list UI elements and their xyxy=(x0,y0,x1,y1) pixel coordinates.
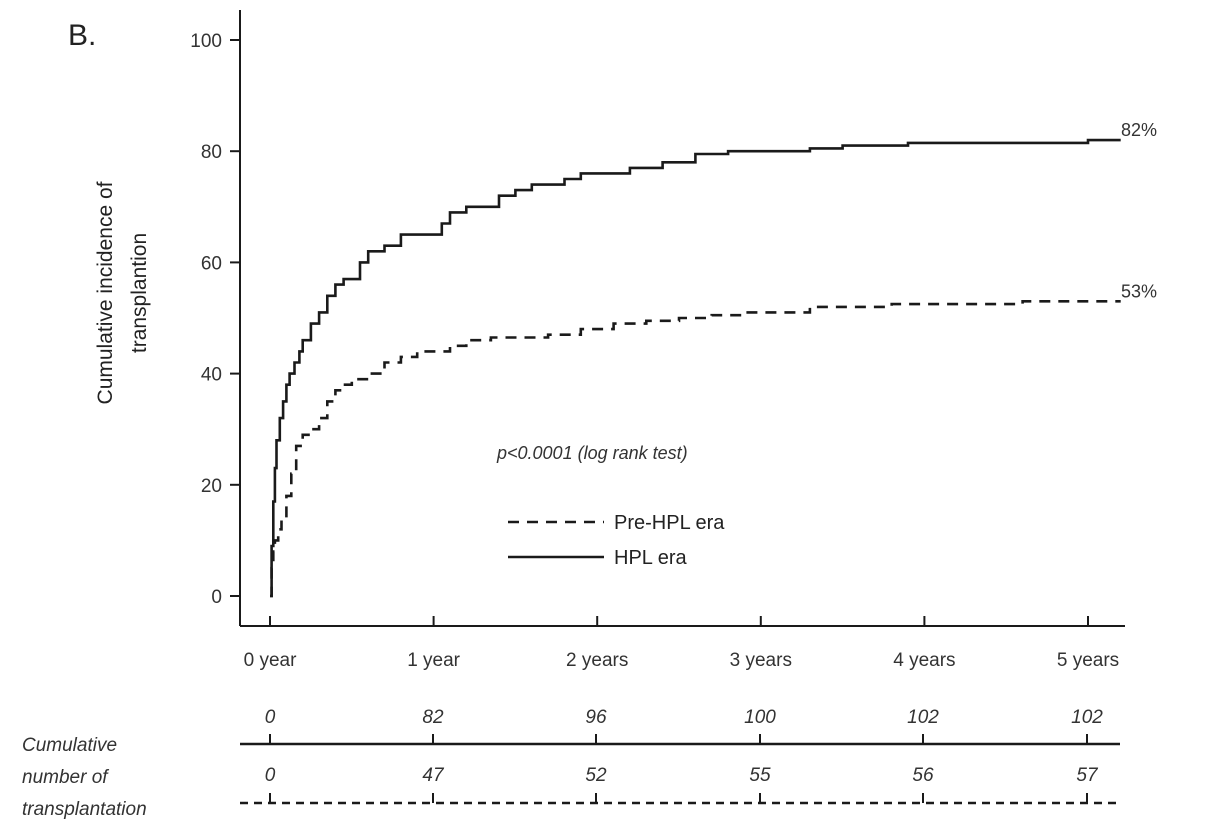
risk-table-value: 47 xyxy=(422,765,445,786)
series-end-label: 53% xyxy=(1121,281,1157,301)
panel-label: B. xyxy=(68,19,96,52)
x-tick-label: 4 years xyxy=(893,650,955,671)
legend-label-pre-hpl: Pre-HPL era xyxy=(614,512,725,534)
risk-table-value: 82 xyxy=(422,707,444,728)
x-tick-label: 0 year xyxy=(244,650,297,671)
risk-table-cells: 0 82 96 100 102 102 0 47 52 55 56 57 xyxy=(265,707,1103,803)
risk-table: Cumulative number of transplantation 0 82… xyxy=(22,707,1120,820)
risk-table-value: 0 xyxy=(265,765,276,786)
y-tick-label: 60 xyxy=(201,253,222,274)
risk-table-value: 100 xyxy=(744,707,776,728)
risk-table-value: 102 xyxy=(907,707,939,728)
series-line-hpl xyxy=(270,138,1121,598)
x-axis-ticks: 0 year 1 year 2 years 3 years 4 years 5 years xyxy=(244,616,1119,671)
y-axis-title: Cumulative incidence of transplantion xyxy=(94,181,151,404)
x-tick-label: 5 years xyxy=(1057,650,1119,671)
risk-table-value: 55 xyxy=(749,765,771,786)
p-value-annotation: p<0.0001 (log rank test) xyxy=(496,443,688,463)
risk-table-value: 96 xyxy=(585,707,607,728)
series-lines xyxy=(270,138,1121,598)
y-axis-ticks: 0 20 40 60 80 100 xyxy=(190,31,240,608)
risk-table-title-line-2: number of xyxy=(22,767,109,788)
legend-label-hpl: HPL era xyxy=(614,547,688,569)
risk-table-title-line-3: transplantation xyxy=(22,799,147,820)
x-tick-label: 1 year xyxy=(407,650,460,671)
risk-table-value: 52 xyxy=(585,765,607,786)
y-tick-label: 80 xyxy=(201,142,222,163)
y-tick-label: 100 xyxy=(190,31,222,52)
y-axis-title-line-1: Cumulative incidence of xyxy=(94,181,117,404)
x-tick-label: 3 years xyxy=(730,650,792,671)
series-end-label: 82% xyxy=(1121,120,1157,140)
risk-table-value: 0 xyxy=(265,707,276,728)
risk-table-value: 57 xyxy=(1076,765,1099,786)
y-tick-label: 20 xyxy=(201,476,222,497)
series-end-labels: 53% 82% xyxy=(1121,120,1157,301)
y-tick-label: 0 xyxy=(211,587,222,608)
risk-table-value: 56 xyxy=(912,765,934,786)
risk-table-title-line-1: Cumulative xyxy=(22,735,117,756)
y-axis-title-line-2: transplantion xyxy=(128,233,151,353)
y-tick-label: 40 xyxy=(201,365,222,386)
series-line-pre-hpl xyxy=(270,300,1121,598)
risk-table-value: 102 xyxy=(1071,707,1103,728)
x-tick-label: 2 years xyxy=(566,650,628,671)
legend: Pre-HPL era HPL era xyxy=(508,512,725,569)
